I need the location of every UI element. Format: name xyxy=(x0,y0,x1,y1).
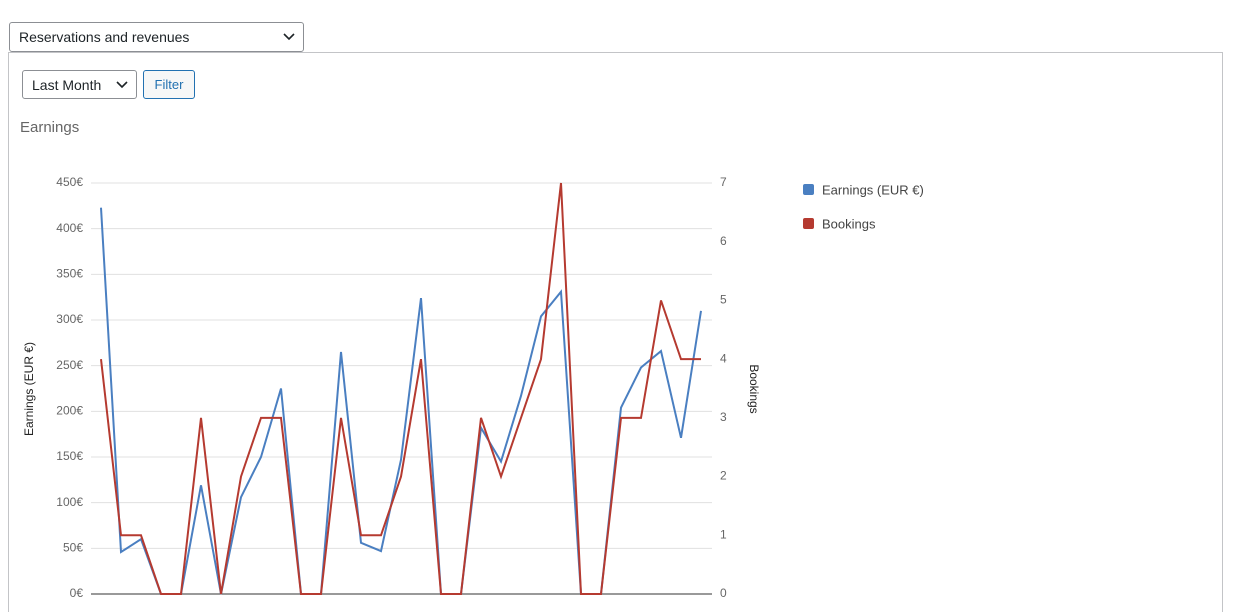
legend-swatch xyxy=(803,184,814,195)
y2-tick-label: 3 xyxy=(720,410,727,424)
series-line xyxy=(100,207,702,595)
page: {"controls": {"report_select": "Reservat… xyxy=(8,22,1223,612)
y-axis-title: Earnings (EUR €) xyxy=(22,342,36,436)
y2-axis-title: Bookings xyxy=(747,364,761,413)
chevron xyxy=(116,80,128,88)
y-tick-label: 450€ xyxy=(56,175,83,189)
y2-tick-label: 5 xyxy=(720,293,727,307)
y2-tick-label: 6 xyxy=(720,234,727,248)
period-select[interactable]: Last Month xyxy=(22,70,137,99)
chart-title: Earnings xyxy=(20,119,79,136)
y-tick-label: 150€ xyxy=(56,449,83,463)
y-tick-label: 200€ xyxy=(56,404,83,418)
report-select[interactable]: Reservations and revenues xyxy=(9,22,304,52)
chevron xyxy=(283,33,295,41)
report-select-text: Reservations and revenues xyxy=(19,29,190,45)
series-line xyxy=(100,182,701,595)
y2-tick-label: 1 xyxy=(720,527,727,541)
panel xyxy=(8,52,1223,612)
y-tick-label: 50€ xyxy=(63,541,83,555)
legend-label: Bookings xyxy=(822,216,876,231)
y2-tick-label: 2 xyxy=(720,469,727,483)
y2-tick-label: 0 xyxy=(720,586,727,598)
y-tick-label: 250€ xyxy=(56,358,83,372)
y-tick-label: 300€ xyxy=(56,312,83,326)
y-tick-label: 350€ xyxy=(56,267,83,281)
legend-label: Earnings (EUR €) xyxy=(822,182,924,197)
filter-button[interactable]: Filter xyxy=(143,70,195,99)
y-tick-label: 0€ xyxy=(70,586,84,598)
y-tick-label: 400€ xyxy=(56,221,83,235)
y2-tick-label: 7 xyxy=(720,175,727,189)
period-select-text: Last Month xyxy=(32,76,102,93)
legend-swatch xyxy=(803,218,814,229)
chart: Earnings Earnings (EUR €) Bookings 0€ 50€… xyxy=(20,119,924,598)
y-tick-label: 100€ xyxy=(56,495,83,509)
y2-tick-label: 4 xyxy=(720,351,727,365)
